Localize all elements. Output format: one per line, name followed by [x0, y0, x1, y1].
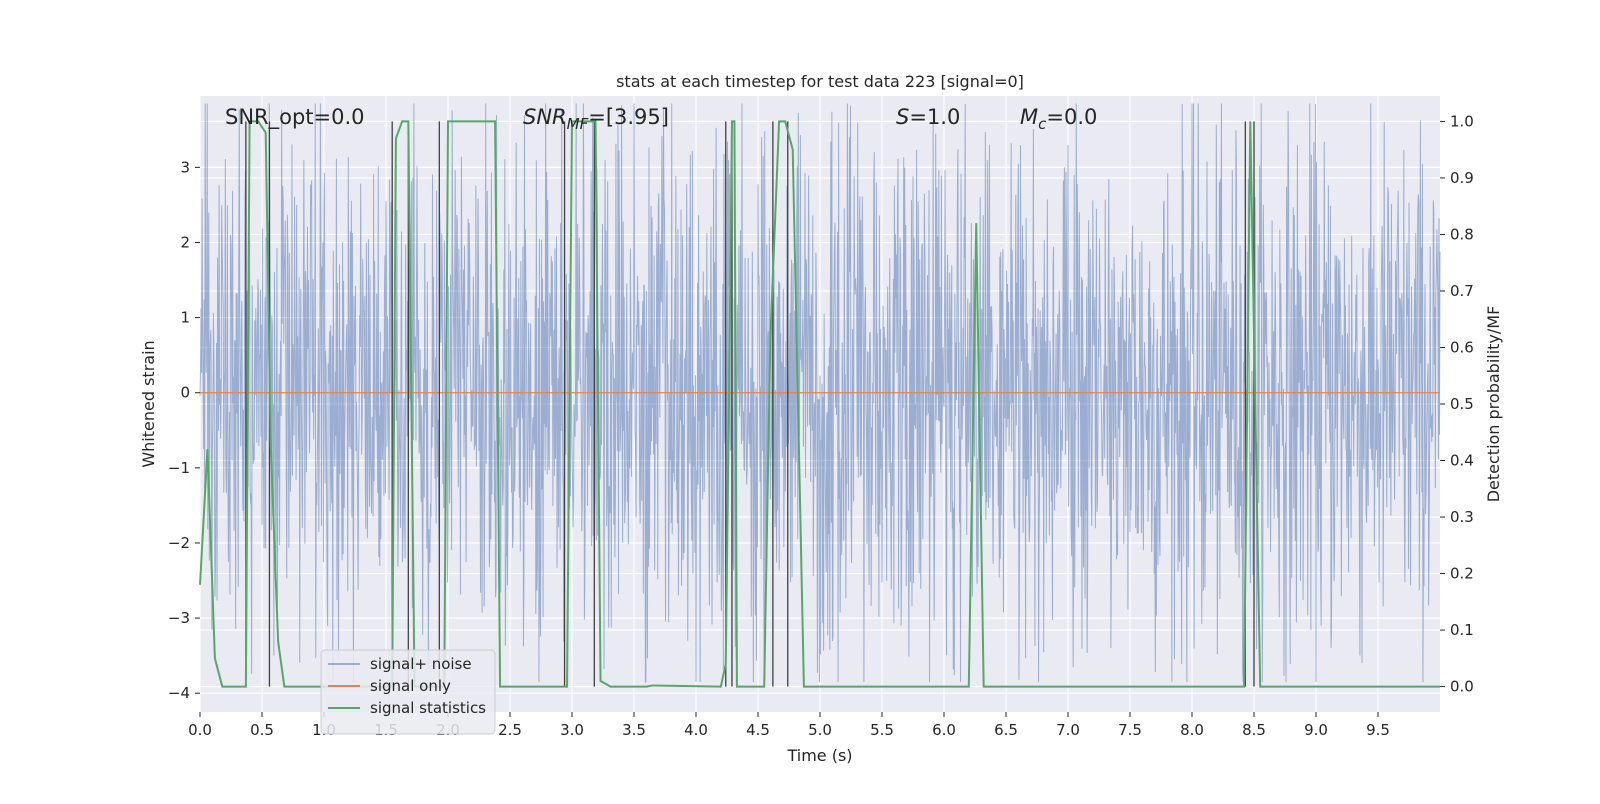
legend: signal+ noise signal only signal statist… [320, 649, 496, 735]
x-tick-label: 9.5 [1366, 721, 1390, 739]
y2-tick-label: 0.5 [1450, 395, 1474, 413]
y2-tick-label: 0.8 [1450, 225, 1474, 243]
y2-axis-label: Detection probability/MF [1484, 306, 1503, 503]
y-axis-label: Whitened strain [139, 340, 158, 467]
y-tick-label: −2 [168, 534, 190, 552]
legend-label-signal-only: signal only [370, 677, 451, 695]
x-tick-label: 5.5 [870, 721, 894, 739]
y-tick-label: 1 [180, 309, 190, 327]
y2-tick-label: 1.0 [1450, 112, 1474, 130]
y2-tick-label: 0.6 [1450, 338, 1474, 356]
y2-tick-label: 0.0 [1450, 678, 1474, 696]
annotation-snr-mf-main: SNR [523, 105, 567, 129]
x-tick-label: 4.0 [684, 721, 708, 739]
x-tick-label: 7.5 [1118, 721, 1142, 739]
y-tick-label: −1 [168, 459, 190, 477]
annotation-mc-sub: c [1038, 115, 1047, 133]
x-tick-label: 3.5 [622, 721, 646, 739]
y2-tick-label: 0.1 [1450, 621, 1474, 639]
x-tick-label: 4.5 [746, 721, 770, 739]
axes: 0.00.51.01.52.02.53.03.54.04.55.05.56.06… [168, 112, 1474, 739]
x-tick-label: 2.5 [498, 721, 522, 739]
legend-box [320, 649, 496, 735]
x-tick-label: 3.0 [560, 721, 584, 739]
series-signal-statistics [199, 120, 1440, 688]
x-tick-label: 7.0 [1056, 721, 1080, 739]
annotation-mc: Mc=0.0 [1020, 105, 1097, 133]
series-signal-noise [199, 103, 1441, 683]
y2-tick-label: 0.9 [1450, 169, 1474, 187]
annotation-snr-mf: SNRMF=[3.95] [523, 105, 669, 133]
y-tick-label: −3 [168, 609, 190, 627]
legend-label-signal-noise: signal+ noise [370, 655, 472, 673]
y-tick-label: 2 [180, 233, 190, 251]
x-tick-label: 0.5 [250, 721, 274, 739]
x-tick-label: 9.0 [1304, 721, 1328, 739]
x-tick-label: 6.5 [994, 721, 1018, 739]
x-tick-label: 5.0 [808, 721, 832, 739]
annotation-snr-mf-rest: =[3.95] [588, 105, 669, 129]
annotation-snr-opt: SNR_opt=0.0 [225, 105, 365, 130]
annotation-s-rest: =1.0 [909, 105, 960, 129]
y2-tick-label: 0.2 [1450, 565, 1474, 583]
y-tick-label: 0 [180, 384, 190, 402]
x-tick-label: 8.5 [1242, 721, 1266, 739]
x-tick-label: 0.0 [188, 721, 212, 739]
x-tick-label: 8.0 [1180, 721, 1204, 739]
annotation-mc-main: M [1020, 105, 1038, 129]
y-tick-label: −4 [168, 684, 190, 702]
annotation-mc-rest: =0.0 [1046, 105, 1097, 129]
y-tick-label: 3 [180, 158, 190, 176]
y2-tick-label: 0.3 [1450, 508, 1474, 526]
signal-statistics-line [199, 120, 1440, 688]
annotation-s: S=1.0 [896, 105, 960, 129]
x-axis-label: Time (s) [786, 746, 852, 765]
x-tick-label: 6.0 [932, 721, 956, 739]
y2-tick-label: 0.4 [1450, 452, 1474, 470]
chart-title: stats at each timestep for test data 223… [616, 72, 1024, 91]
y2-tick-label: 0.7 [1450, 282, 1474, 300]
legend-label-signal-statistics: signal statistics [370, 699, 486, 717]
annotation-s-main: S [896, 105, 909, 129]
annotation-snr-mf-sub: MF [567, 115, 589, 133]
signal-noise-line [199, 103, 1441, 683]
